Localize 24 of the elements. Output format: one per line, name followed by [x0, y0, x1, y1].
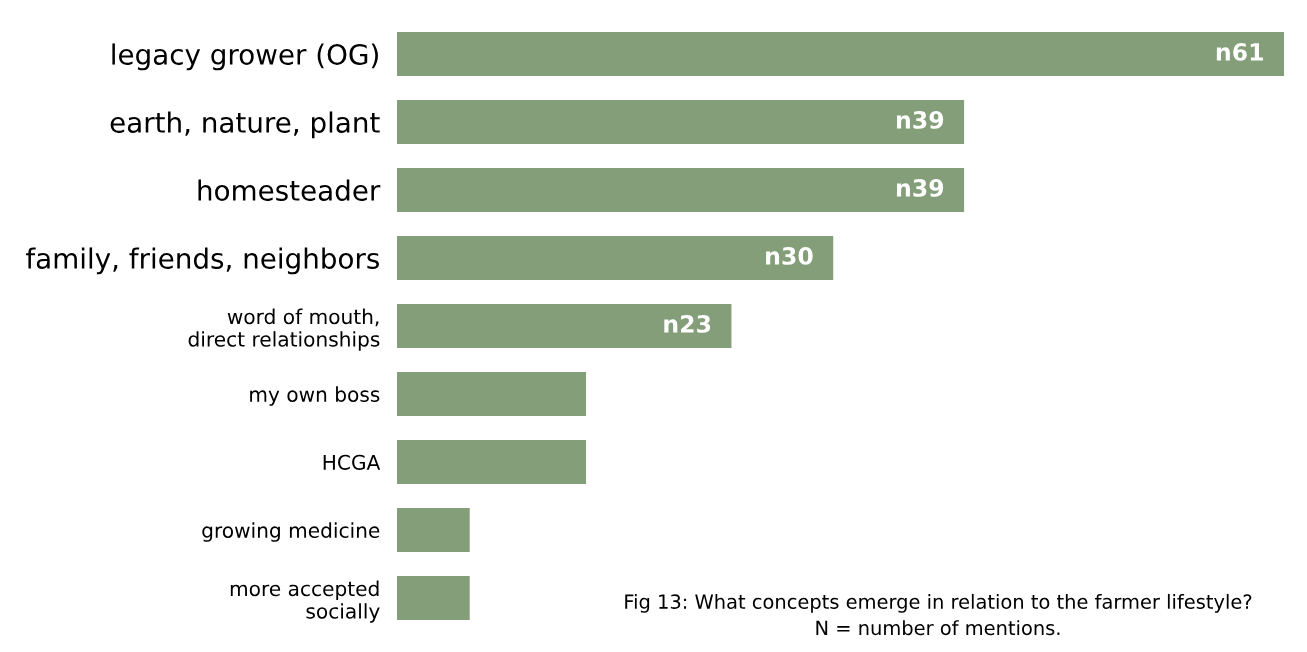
bar: [397, 235, 834, 281]
y-tick-label: HCGA: [323, 454, 381, 470]
y-tick-label: earth, nature, plant: [110, 111, 380, 139]
annotation: Fig 13: What concepts emerge in relation to the farmer lifestyle? N = number of mentions.: [625, 593, 1252, 636]
bar: [397, 167, 965, 213]
y-tick-label: word of mouth, direct relationships: [188, 308, 380, 351]
bar: [397, 31, 1284, 77]
y-tick-label: legacy grower (OG): [112, 43, 378, 71]
y-tick-label: homesteader: [198, 179, 381, 201]
data-label: n61: [1216, 43, 1263, 61]
bar: [397, 507, 470, 553]
bar: [397, 439, 587, 485]
bar: [397, 99, 965, 145]
y-tick-label: growing medicine: [202, 522, 380, 542]
data-label: n39: [896, 110, 944, 129]
data-label: n23: [664, 314, 711, 333]
bar: [397, 303, 732, 349]
data-label: n30: [766, 246, 813, 265]
bar: [397, 575, 470, 621]
y-tick-label: my own boss: [250, 386, 380, 406]
y-tick-label: family, friends, neighbors: [26, 247, 379, 275]
data-label: n39: [896, 178, 944, 197]
y-tick-label: more accepted socially: [230, 580, 380, 623]
bar: [397, 371, 587, 417]
